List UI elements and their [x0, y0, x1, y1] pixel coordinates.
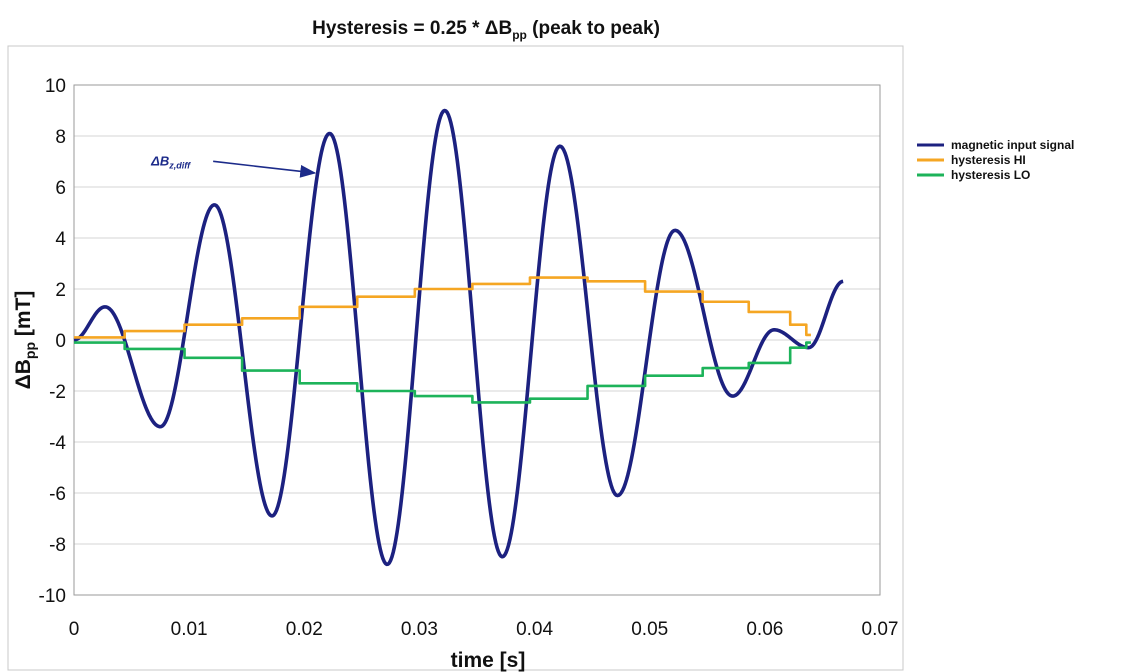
x-axis-label: time [s]: [451, 649, 526, 672]
legend-label: magnetic input signal: [951, 138, 1074, 152]
y-tick-label: -10: [39, 586, 66, 607]
annotation: ΔBz,diff: [150, 153, 317, 178]
legend-label: hysteresis LO: [951, 168, 1030, 182]
y-tick-label: 4: [55, 229, 66, 250]
x-tick-label: 0.05: [631, 619, 668, 640]
annotation-arrow: [213, 160, 317, 178]
x-tick-label: 0.03: [401, 619, 438, 640]
y-tick-label: -2: [49, 382, 66, 403]
x-tick-label: 0.07: [862, 619, 899, 640]
x-tick-label: 0.01: [171, 619, 208, 640]
series-line-0: [73, 108, 844, 567]
series-line-1: [74, 276, 811, 339]
x-tick-label: 0.02: [286, 619, 323, 640]
x-tick-label: 0.04: [516, 619, 553, 640]
annotation-label: ΔBz,diff: [150, 153, 191, 170]
y-tick-label: -4: [49, 433, 66, 454]
y-tick-label: -6: [49, 484, 66, 505]
series-lines: [73, 108, 844, 567]
legend-label: hysteresis HI: [951, 153, 1026, 167]
y-tick-label: -8: [49, 535, 66, 556]
y-axis-label: ΔBpp [mT]: [12, 291, 38, 390]
x-tick-label: 0.06: [746, 619, 783, 640]
x-axis-ticks: 0 0.01 0.02 0.03 0.04 0.05 0.06 0.07: [69, 619, 899, 640]
y-tick-label: 2: [55, 280, 66, 301]
series-line-2: [74, 341, 811, 404]
y-tick-label: 0: [55, 331, 66, 352]
chart-title: Hysteresis = 0.25 * ΔBpp (peak to peak): [312, 18, 660, 42]
x-tick-label: 0: [69, 619, 80, 640]
y-tick-label: 8: [55, 127, 66, 148]
y-tick-label: 10: [45, 76, 66, 97]
y-tick-label: 6: [55, 178, 66, 199]
y-axis-ticks: -10 -8 -6 -4 -2 0 2 4 6 8 10: [39, 76, 67, 607]
